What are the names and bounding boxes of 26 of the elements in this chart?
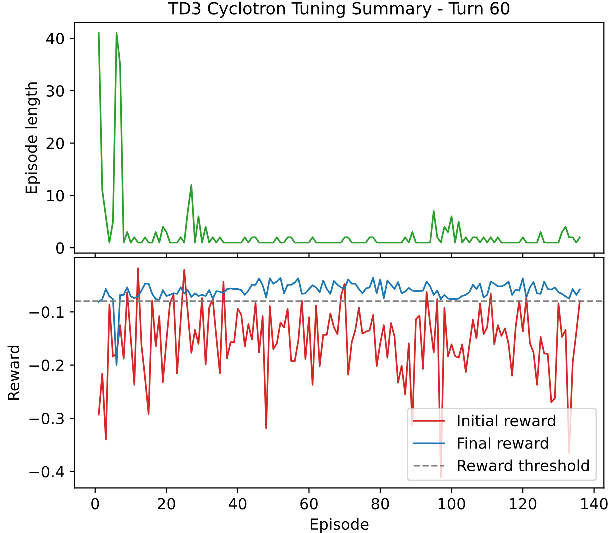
- y-tick-label: 30: [46, 85, 64, 97]
- x-tick-label: 60: [300, 498, 318, 510]
- legend-label: Initial reward: [458, 414, 556, 427]
- x-tick-label: 80: [372, 498, 390, 510]
- line-series: [98, 277, 581, 366]
- x-tick-label: 120: [510, 498, 537, 510]
- x-tick-label: 0: [92, 498, 100, 510]
- x-tick-label: 20: [158, 498, 176, 510]
- y-axis-title: Episode length: [25, 82, 40, 194]
- y-tick-label: −0.3: [30, 413, 64, 425]
- y-tick-label: 40: [46, 33, 64, 45]
- chart-title: TD3 Cyclotron Tuning Summary - Turn 60: [168, 2, 510, 18]
- y-tick-label: −0.2: [30, 360, 64, 372]
- x-tick-label: 100: [438, 498, 466, 510]
- y-axis-title: Reward: [8, 346, 20, 400]
- x-tick-label: 140: [581, 498, 608, 510]
- y-tick-label: 0: [56, 242, 64, 254]
- x-axis-title: Episode: [311, 518, 369, 533]
- legend-label: Reward threshold: [458, 460, 589, 472]
- x-tick-label: 40: [228, 498, 247, 510]
- y-tick-label: 20: [46, 138, 64, 150]
- legend-label: Final reward: [458, 437, 548, 450]
- y-tick-label: 10: [47, 190, 64, 202]
- line-series: [98, 32, 581, 244]
- y-tick-label: −0.1: [30, 306, 64, 318]
- y-tick-label: −0.4: [30, 466, 64, 478]
